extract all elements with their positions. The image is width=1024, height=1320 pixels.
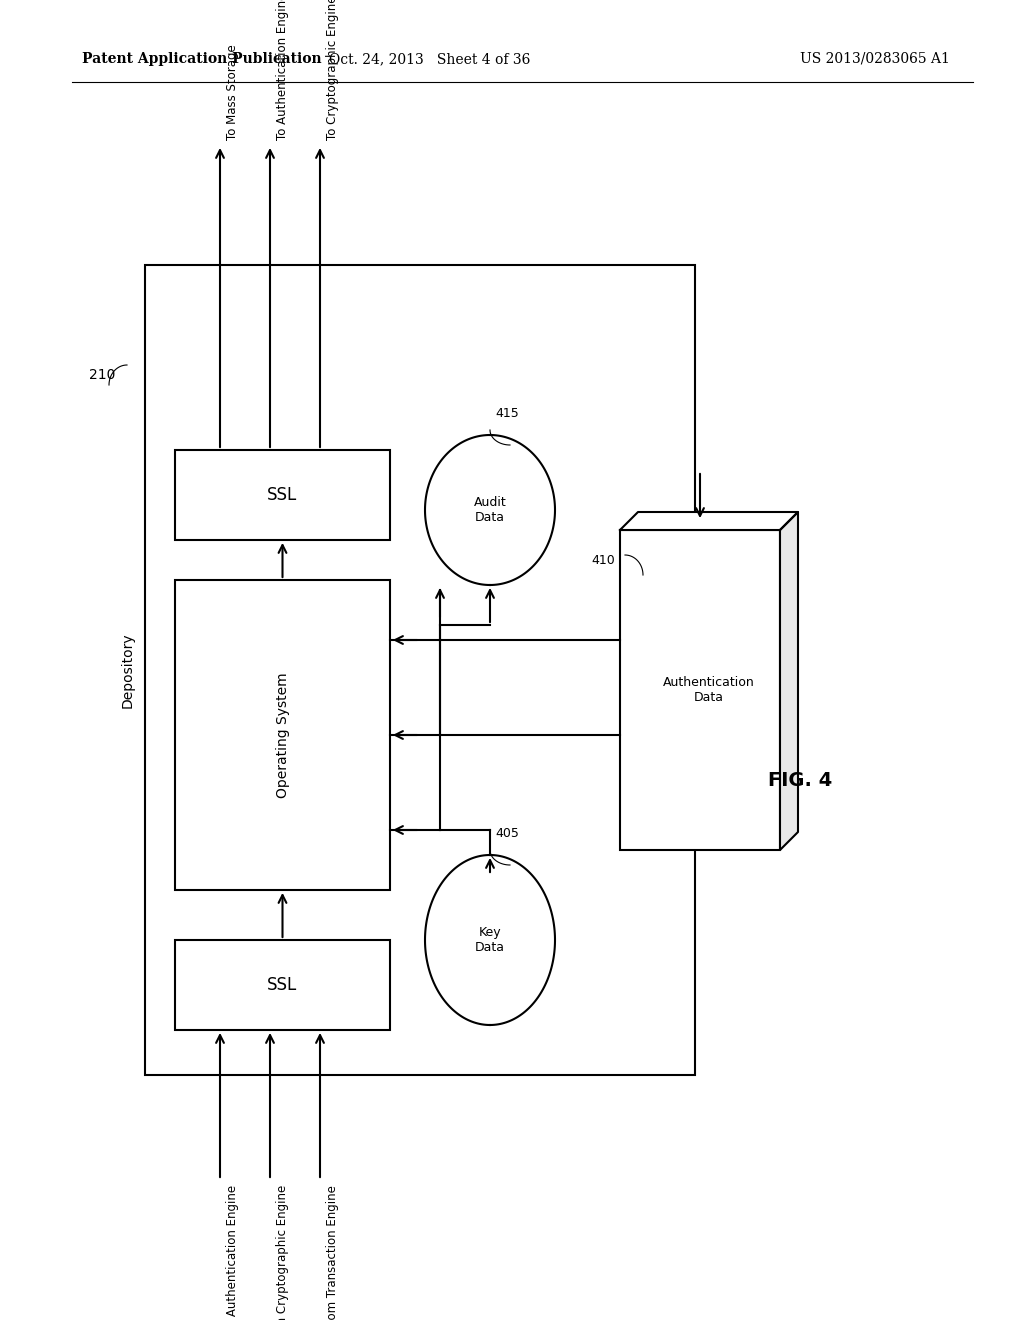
Text: SSL: SSL <box>267 975 298 994</box>
Text: 210: 210 <box>89 368 115 381</box>
Polygon shape <box>425 855 555 1026</box>
Polygon shape <box>780 512 798 850</box>
Text: US 2013/0283065 A1: US 2013/0283065 A1 <box>800 51 950 66</box>
Text: From Transaction Engine: From Transaction Engine <box>326 1185 339 1320</box>
Bar <box>175 450 390 540</box>
Text: Key
Data: Key Data <box>475 927 505 954</box>
Polygon shape <box>620 512 798 531</box>
Text: Operating System: Operating System <box>275 672 290 797</box>
Polygon shape <box>425 436 555 585</box>
Text: 410: 410 <box>591 553 615 566</box>
Text: Oct. 24, 2013   Sheet 4 of 36: Oct. 24, 2013 Sheet 4 of 36 <box>330 51 530 66</box>
Text: To Mass Storage: To Mass Storage <box>226 45 239 140</box>
Text: Audit
Data: Audit Data <box>474 496 507 524</box>
Text: Patent Application Publication: Patent Application Publication <box>82 51 322 66</box>
Text: FIG. 4: FIG. 4 <box>768 771 833 789</box>
Text: Authentication
Data: Authentication Data <box>664 676 755 704</box>
Bar <box>145 265 695 1074</box>
Bar <box>175 940 390 1030</box>
Text: To Authentication Engine: To Authentication Engine <box>276 0 289 140</box>
Text: 405: 405 <box>495 828 519 840</box>
Bar <box>620 531 780 850</box>
Bar <box>175 579 390 890</box>
Text: SSL: SSL <box>267 486 298 504</box>
Text: Depository: Depository <box>121 632 135 708</box>
Text: To Cryptographic Engine: To Cryptographic Engine <box>326 0 339 140</box>
Text: From Cryptographic Engine: From Cryptographic Engine <box>276 1185 289 1320</box>
Text: From Authentication Engine: From Authentication Engine <box>226 1185 239 1320</box>
Text: 415: 415 <box>495 407 519 420</box>
